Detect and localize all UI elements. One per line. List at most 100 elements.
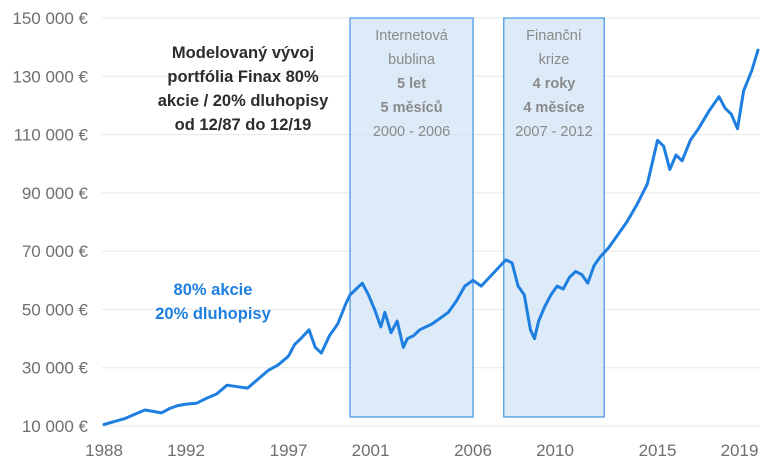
data-point xyxy=(287,354,290,358)
data-point xyxy=(516,284,520,288)
x-tick-label: 2019 xyxy=(721,441,759,460)
data-point xyxy=(598,255,602,259)
chart-title-line-4: od 12/87 do 12/19 xyxy=(175,116,312,134)
data-point xyxy=(574,270,577,273)
data-point xyxy=(736,127,739,130)
data-point xyxy=(742,89,745,93)
data-point xyxy=(402,346,405,349)
data-point xyxy=(367,293,370,297)
data-point xyxy=(625,220,628,224)
x-tick-label: 2010 xyxy=(536,441,574,460)
crisis-duration: 5 let xyxy=(397,76,426,92)
data-point xyxy=(184,402,188,406)
y-tick-label: 150 000 € xyxy=(12,9,88,28)
crisis-label: Internetová xyxy=(375,28,448,44)
y-tick-label: 90 000 € xyxy=(22,184,89,203)
data-point xyxy=(662,145,665,148)
x-tick-label: 1997 xyxy=(270,441,308,460)
data-point xyxy=(537,319,540,323)
data-point xyxy=(123,417,126,420)
data-point xyxy=(580,273,583,276)
x-axis: 1988 1992 1997 2001 2006 2010 2015 2019 xyxy=(85,441,758,460)
crisis-label: krize xyxy=(539,52,570,68)
data-point xyxy=(225,384,229,387)
data-point xyxy=(656,139,659,142)
data-point xyxy=(480,284,483,288)
line-layer xyxy=(102,48,760,426)
data-point xyxy=(299,337,302,340)
data-point xyxy=(668,168,671,171)
data-point xyxy=(674,153,678,157)
data-point xyxy=(293,343,296,346)
data-point xyxy=(592,264,596,267)
data-point xyxy=(555,284,559,288)
legend-line-1: 80% akcie xyxy=(174,281,253,299)
crisis-label: bublina xyxy=(388,52,436,68)
x-tick-label: 1992 xyxy=(167,441,205,460)
x-tick-label: 2006 xyxy=(454,441,492,460)
data-point xyxy=(102,423,106,426)
y-tick-label: 130 000 € xyxy=(12,67,88,86)
data-point xyxy=(488,276,491,279)
data-point xyxy=(277,363,280,366)
data-point xyxy=(717,95,721,98)
data-point xyxy=(543,305,546,308)
crisis-duration: 4 roky xyxy=(533,76,576,92)
data-point xyxy=(168,407,171,410)
data-point xyxy=(113,420,116,423)
data-point xyxy=(523,293,526,297)
data-point xyxy=(266,369,270,372)
data-point xyxy=(680,159,684,162)
data-point xyxy=(504,258,507,262)
data-point xyxy=(756,48,760,52)
data-point xyxy=(152,410,155,413)
data-point xyxy=(562,287,565,291)
x-tick-label: 2015 xyxy=(639,441,677,460)
data-point xyxy=(383,311,387,314)
data-point xyxy=(336,322,339,326)
data-point xyxy=(447,311,450,314)
data-point xyxy=(307,328,311,331)
crisis-period-band xyxy=(503,17,605,418)
y-tick-label: 70 000 € xyxy=(22,242,89,261)
data-point xyxy=(205,397,208,400)
data-point xyxy=(348,293,352,297)
data-point xyxy=(389,331,393,334)
y-tick-label: 50 000 € xyxy=(22,300,89,319)
data-point xyxy=(176,404,179,407)
data-point xyxy=(314,346,317,349)
data-point xyxy=(430,322,434,326)
crisis-label: Finanční xyxy=(526,28,582,44)
y-tick-label: 30 000 € xyxy=(22,359,89,378)
data-point xyxy=(418,328,421,331)
data-point xyxy=(549,293,553,297)
data-point xyxy=(320,351,323,355)
data-point xyxy=(195,402,198,405)
data-point xyxy=(463,284,466,288)
data-point xyxy=(533,337,536,340)
data-point xyxy=(586,282,589,285)
data-point xyxy=(750,69,753,72)
data-point xyxy=(412,334,415,337)
x-tick-label: 1988 xyxy=(85,441,123,460)
data-point xyxy=(707,110,710,113)
data-point xyxy=(424,325,428,329)
data-point xyxy=(724,107,727,110)
data-point xyxy=(344,302,348,305)
crisis-years: 2007 - 2012 xyxy=(515,124,592,140)
crisis-period-band xyxy=(349,17,474,418)
data-point xyxy=(396,319,399,323)
data-point xyxy=(439,317,442,320)
crisis-period-1: Internetová bublina 5 let 5 měsíců 2000 - 20… xyxy=(349,17,474,418)
x-tick-label: 2001 xyxy=(352,441,390,460)
series-legend: 80% akcie 20% dluhopisy xyxy=(155,281,271,323)
data-point xyxy=(689,139,692,142)
chart-title-line-3: akcie / 20% dluhopisy xyxy=(158,92,329,110)
data-point xyxy=(133,413,136,416)
data-point xyxy=(143,408,147,412)
data-point xyxy=(510,261,514,264)
period-layer: Internetová bublina 5 let 5 měsíců 2000 - 20… xyxy=(349,17,605,418)
data-point xyxy=(246,386,249,390)
data-point xyxy=(328,334,331,337)
